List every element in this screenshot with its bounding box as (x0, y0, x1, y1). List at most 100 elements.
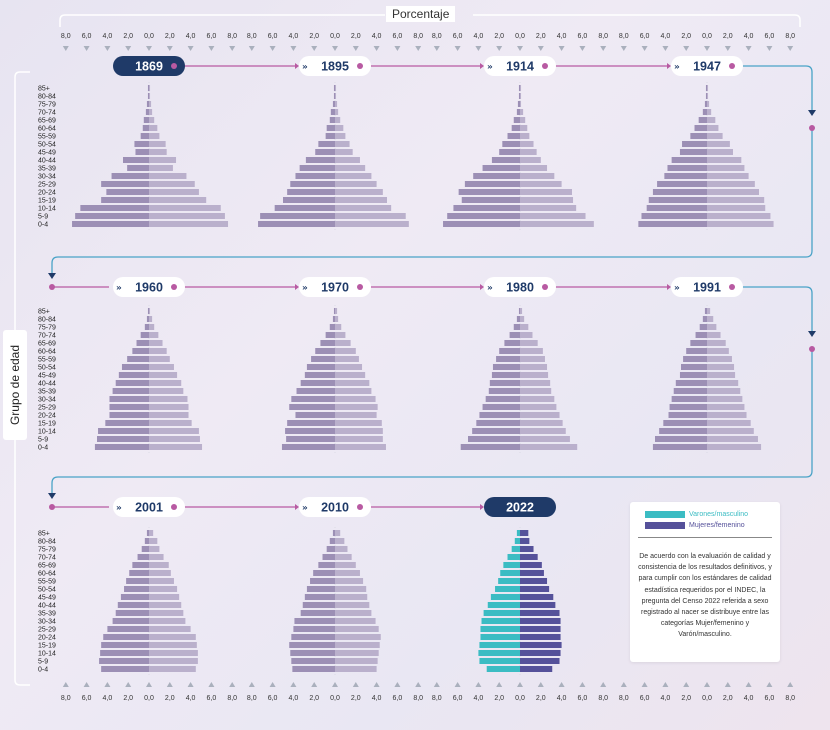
age-group-label: 0-4 (38, 445, 48, 452)
age-group-label: 85+ (38, 86, 50, 93)
bar-male-1869 (101, 181, 149, 187)
bar-female-1991 (707, 372, 736, 378)
age-group-label: 30-34 (38, 174, 56, 181)
axis-tick-top-label: 8,0 (227, 33, 237, 40)
axis-tick-top-marker (496, 46, 503, 51)
axis-tick-bottom-marker (83, 682, 90, 687)
bar-female-1869 (149, 149, 167, 155)
bar-male-1991 (704, 308, 707, 314)
axis-tick-bottom-label: 2,0 (123, 695, 133, 702)
axis-tick-bottom-marker (558, 682, 565, 687)
age-group-label: 55-59 (38, 579, 56, 586)
bar-female-1895 (335, 149, 353, 155)
bar-female-1980 (520, 364, 548, 370)
bar-male-1991 (675, 380, 707, 386)
bar-male-2010 (318, 562, 335, 568)
bar-male-2022 (481, 618, 520, 624)
legend-divider (638, 537, 772, 538)
bar-male-2010 (300, 610, 335, 616)
age-group-label: 25-29 (38, 182, 56, 189)
bar-male-2001 (101, 642, 149, 648)
axis-tick-top-marker (724, 46, 731, 51)
axis-tick-bottom-marker (496, 682, 503, 687)
bar-female-1869 (149, 141, 166, 147)
connector-arrow-icon (480, 63, 484, 69)
age-group-label: 75-79 (38, 325, 56, 332)
bar-male-2022 (480, 626, 520, 632)
axis-tick-bottom-label: 8,0 (227, 695, 237, 702)
connector-dot (171, 63, 177, 69)
bar-female-1914 (520, 93, 522, 99)
axis-tick-bottom-marker (517, 682, 523, 687)
bar-female-2022 (520, 610, 560, 616)
legend-swatch-male (645, 511, 685, 518)
bar-female-1991 (707, 340, 726, 346)
axis-tick-bottom-marker (166, 682, 173, 687)
bar-male-1947 (657, 181, 707, 187)
bar-female-2001 (149, 546, 160, 552)
bar-male-1960 (127, 356, 149, 362)
bar-female-2010 (335, 666, 377, 672)
bar-male-2010 (292, 666, 335, 672)
bar-male-1895 (258, 221, 335, 227)
bar-male-1960 (112, 388, 149, 394)
axis-tick-bottom-label: 4,0 (289, 695, 299, 702)
axis-tick-bottom-marker (125, 682, 132, 687)
connector-return (51, 126, 813, 273)
axis-tick-top-label: 4,0 (557, 33, 567, 40)
bar-male-1991 (655, 436, 707, 442)
axis-tick-top-marker (662, 46, 669, 51)
bar-male-2022 (479, 658, 520, 664)
bar-female-1991 (707, 428, 754, 434)
bar-male-1869 (111, 173, 149, 179)
bar-male-2010 (302, 602, 335, 608)
bar-female-1991 (707, 324, 717, 330)
bar-male-1991 (702, 316, 707, 322)
bar-male-1970 (315, 348, 335, 354)
age-group-label: 5-9 (38, 214, 48, 221)
bar-male-1914 (443, 221, 520, 227)
bar-female-1960 (149, 380, 182, 386)
axis-tick-bottom-label: 8,0 (432, 695, 442, 702)
axis-tick-top-marker (248, 46, 255, 51)
bar-male-1895 (333, 85, 335, 91)
bar-female-1895 (335, 173, 372, 179)
axis-tick-top-label: 6,0 (640, 33, 650, 40)
bar-male-1980 (485, 396, 520, 402)
axis-tick-top-label: 4,0 (661, 33, 671, 40)
bar-female-1980 (520, 308, 523, 314)
axis-tick-bottom-label: 6,0 (640, 695, 650, 702)
bar-female-1991 (707, 364, 735, 370)
legend-item-male: Varones/masculino (645, 510, 748, 519)
bar-male-2022 (498, 578, 520, 584)
fast-forward-icon: » (116, 284, 122, 294)
bar-male-1947 (704, 101, 707, 107)
age-group-label: 75-79 (38, 102, 56, 109)
bar-male-1970 (285, 428, 335, 434)
bar-female-1869 (149, 125, 158, 131)
bar-male-1960 (144, 324, 149, 330)
bar-female-1895 (335, 197, 387, 203)
axis-tick-bottom-label: 6,0 (268, 695, 278, 702)
axis-tick-bottom-marker (600, 682, 607, 687)
bar-male-1980 (460, 444, 520, 450)
bar-male-1970 (320, 340, 335, 346)
bar-male-1869 (75, 213, 149, 219)
bar-male-1947 (671, 157, 707, 163)
year-badge (113, 277, 185, 297)
axis-tick-top-label: 8,0 (598, 33, 608, 40)
age-group-label: 85+ (38, 309, 50, 316)
bar-male-1947 (702, 109, 707, 115)
bar-female-1960 (149, 364, 174, 370)
axis-tick-top-marker (787, 46, 794, 51)
bar-female-1869 (149, 93, 151, 99)
bar-female-1947 (707, 157, 742, 163)
bar-male-1947 (682, 141, 707, 147)
bar-male-2001 (144, 538, 149, 544)
bar-female-1914 (520, 197, 574, 203)
bar-male-1895 (318, 141, 335, 147)
age-group-label: 60-64 (38, 126, 56, 133)
bar-female-2001 (149, 666, 196, 672)
bar-female-1960 (149, 348, 167, 354)
connector-dot (542, 284, 548, 290)
